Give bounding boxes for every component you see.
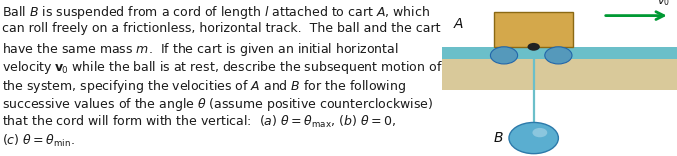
Text: $B$: $B$	[492, 131, 503, 145]
Circle shape	[509, 122, 559, 154]
Circle shape	[532, 128, 547, 137]
Text: Ball $B$ is suspended from a cord of length $l$ attached to cart $A$, which: Ball $B$ is suspended from a cord of len…	[2, 4, 430, 21]
Text: velocity $\mathbf{v}_{\!0}$ while the ball is at rest, describe the subsequent m: velocity $\mathbf{v}_{\!0}$ while the ba…	[2, 59, 443, 76]
Circle shape	[490, 47, 518, 64]
Text: successive values of the angle $\theta$ (assume positive counterclockwise): successive values of the angle $\theta$ …	[2, 96, 433, 113]
Text: $A$: $A$	[453, 17, 464, 31]
Text: can roll freely on a frictionless, horizontal track.  The ball and the cart: can roll freely on a frictionless, horiz…	[2, 22, 441, 35]
Circle shape	[527, 43, 540, 51]
Bar	[442, 47, 677, 59]
Bar	[442, 59, 677, 90]
Text: that the cord will form with the vertical:  $(a)$ $\theta = \theta_{\mathrm{max}: that the cord will form with the vertica…	[2, 114, 396, 130]
Bar	[494, 12, 573, 47]
Circle shape	[545, 47, 572, 64]
Text: have the same mass $m$.  If the cart is given an initial horizontal: have the same mass $m$. If the cart is g…	[2, 41, 399, 58]
Text: $(c)$ $\theta = \theta_{\mathrm{min}}$.: $(c)$ $\theta = \theta_{\mathrm{min}}$.	[2, 133, 75, 149]
Text: the system, specifying the velocities of $A$ and $B$ for the following: the system, specifying the velocities of…	[2, 78, 406, 95]
Text: $v_0$: $v_0$	[657, 0, 670, 8]
